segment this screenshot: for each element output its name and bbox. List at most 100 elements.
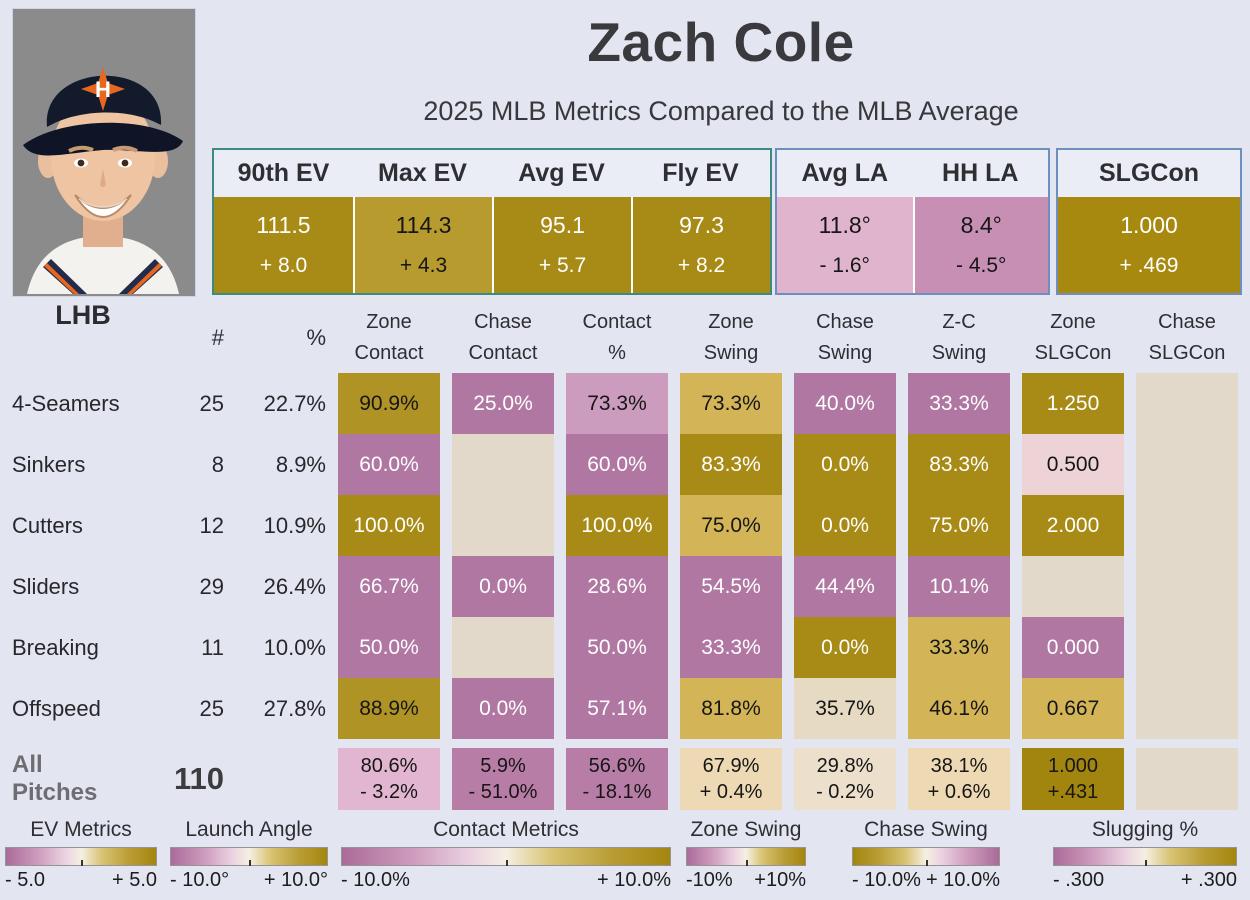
header-chase-contact: Chase Contact — [468, 311, 538, 364]
legend-min: - 10.0° — [170, 869, 230, 891]
cell-contact-pct[interactable]: 57.1% — [566, 678, 668, 739]
cell-zone-swing[interactable]: 83.3% — [680, 434, 782, 495]
total-cell-zone-swing[interactable]: 67.9% + 0.4% — [680, 748, 782, 810]
metric-vs-average: + 8.2 — [677, 254, 726, 277]
cell-zone-contact[interactable]: 66.7% — [338, 556, 440, 617]
legend-title: Launch Angle — [185, 818, 313, 841]
cell-chase-contact[interactable]: 0.0% — [452, 678, 554, 739]
legend-ev-metrics: EV Metrics - 5.0 + 5.0 — [5, 818, 157, 892]
cell-zc-swing[interactable]: 33.3% — [908, 617, 1010, 678]
cell-contact-pct[interactable]: 28.6% — [566, 556, 668, 617]
legend-gradient-bar[interactable] — [5, 847, 157, 866]
legend-max: + 10.0% — [597, 869, 671, 891]
cell-zone-slgcon[interactable]: 0.667 — [1022, 678, 1124, 739]
legend-gradient-bar[interactable] — [341, 847, 671, 866]
cell-zone-slgcon[interactable]: 0.000 — [1022, 617, 1124, 678]
cell-zc-swing[interactable]: 75.0% — [908, 495, 1010, 556]
metric-cell-90th-ev[interactable]: 111.5 + 8.0 — [214, 197, 353, 293]
cell-zone-swing[interactable]: 73.3% — [680, 373, 782, 434]
cell-chase-contact[interactable] — [452, 495, 554, 556]
metric-cell-max-ev[interactable]: 114.3 + 4.3 — [353, 197, 492, 293]
cell-zc-swing[interactable]: 46.1% — [908, 678, 1010, 739]
legend-gradient-bar[interactable] — [686, 847, 806, 866]
metric-vs-average: + .469 — [1119, 254, 1179, 277]
cell-chase-slgcon[interactable] — [1136, 495, 1238, 556]
header-usage-pct: % — [306, 325, 326, 350]
pitch-count: 12 — [199, 512, 224, 538]
summary-box-ev-metrics: 90th EV Max EV Avg EV Fly EV 111.5 + 8.0 114.3… — [212, 148, 772, 295]
metric-vs-average: + 5.7 — [538, 254, 587, 277]
total-vs-average: - 3.2% — [360, 781, 418, 803]
cell-contact-pct[interactable]: 100.0% — [566, 495, 668, 556]
cell-chase-contact[interactable]: 25.0% — [452, 373, 554, 434]
cell-zc-swing[interactable]: 10.1% — [908, 556, 1010, 617]
cell-contact-pct[interactable]: 50.0% — [566, 617, 668, 678]
metric-cell-avg-ev[interactable]: 95.1 + 5.7 — [492, 197, 631, 293]
legend-min: -10% — [686, 869, 733, 891]
cell-chase-slgcon[interactable] — [1136, 373, 1238, 434]
legend-gradient-bar[interactable] — [1053, 847, 1237, 866]
total-value: 5.9% — [480, 755, 526, 777]
cell-zone-contact[interactable]: 90.9% — [338, 373, 440, 434]
cell-zone-contact[interactable]: 100.0% — [338, 495, 440, 556]
cell-chase-swing[interactable]: 0.0% — [794, 495, 896, 556]
total-cell-zc-swing[interactable]: 38.1% + 0.6% — [908, 748, 1010, 810]
total-value: 1.000 — [1047, 755, 1099, 777]
total-cell-chase-slgcon[interactable] — [1136, 748, 1238, 810]
cell-zone-contact[interactable]: 88.9% — [338, 678, 440, 739]
cell-chase-slgcon[interactable] — [1136, 434, 1238, 495]
cell-zone-contact[interactable]: 60.0% — [338, 434, 440, 495]
cell-chase-contact[interactable] — [452, 617, 554, 678]
cell-zc-swing[interactable]: 33.3% — [908, 373, 1010, 434]
cell-chase-swing[interactable]: 0.0% — [794, 434, 896, 495]
total-vs-average: - 51.0% — [468, 781, 538, 803]
cell-chase-slgcon[interactable] — [1136, 617, 1238, 678]
cell-zone-swing[interactable]: 75.0% — [680, 495, 782, 556]
cell-contact-pct[interactable]: 73.3% — [566, 373, 668, 434]
cell-zone-contact[interactable]: 50.0% — [338, 617, 440, 678]
total-cell-chase-swing[interactable]: 29.8% - 0.2% — [794, 748, 896, 810]
cell-zone-slgcon[interactable]: 1.250 — [1022, 373, 1124, 434]
cell-zone-slgcon[interactable] — [1022, 556, 1124, 617]
metric-cell-fly-ev[interactable]: 97.3 + 8.2 — [631, 197, 770, 293]
legend-gradient-bar[interactable] — [852, 847, 1000, 866]
legend-title: Slugging % — [1091, 818, 1199, 841]
cell-zone-swing[interactable]: 54.5% — [680, 556, 782, 617]
legend-max: + 10.0° — [263, 869, 328, 891]
total-cell-zone-contact[interactable]: 80.6% - 3.2% — [338, 748, 440, 810]
metric-cell-slgcon[interactable]: 1.000 + .469 — [1058, 197, 1240, 293]
cell-zone-slgcon[interactable]: 2.000 — [1022, 495, 1124, 556]
cell-chase-swing[interactable]: 44.4% — [794, 556, 896, 617]
cell-chase-contact[interactable]: 0.0% — [452, 556, 554, 617]
cell-contact-pct[interactable]: 60.0% — [566, 434, 668, 495]
legend-min: - .300 — [1053, 869, 1105, 891]
metric-header-90th-ev: 90th EV — [237, 159, 330, 187]
pitch-label: 4-Seamers — [12, 390, 120, 416]
cell-chase-contact[interactable] — [452, 434, 554, 495]
total-cell-zone-slgcon[interactable]: 1.000 +.431 — [1022, 748, 1124, 810]
pitch-label: Sliders — [12, 573, 80, 599]
pitch-metrics-table: #% Zone Contact Chase Contact Contact% Zone Swi… — [0, 303, 1250, 810]
total-value: 80.6% — [360, 755, 418, 777]
cell-zc-swing[interactable]: 83.3% — [908, 434, 1010, 495]
legend-scale: - 10.0% + 10.0% — [341, 869, 671, 892]
cell-chase-swing[interactable]: 40.0% — [794, 373, 896, 434]
total-cell-chase-contact[interactable]: 5.9% - 51.0% — [452, 748, 554, 810]
page-subtitle: 2025 MLB Metrics Compared to the MLB Ave… — [423, 96, 1019, 126]
metric-cell-avg-la[interactable]: 11.8° - 1.6° — [777, 197, 913, 293]
cell-chase-slgcon[interactable] — [1136, 556, 1238, 617]
metric-value: 8.4° — [960, 212, 1002, 238]
cell-zone-swing[interactable]: 81.8% — [680, 678, 782, 739]
header-zone-slgcon: Zone SLGCon — [1034, 311, 1112, 364]
pitch-row-4-seamers: 4-Seamers 25 22.7% 90.9% 25.0% 73.3% 73.3% 40.0… — [0, 373, 1250, 434]
metric-vs-average: - 4.5° — [956, 254, 1007, 277]
legend-gradient-bar[interactable] — [170, 847, 328, 866]
legend-title: Contact Metrics — [433, 818, 579, 841]
cell-chase-slgcon[interactable] — [1136, 678, 1238, 739]
metric-cell-hh-la[interactable]: 8.4° - 4.5° — [912, 197, 1048, 293]
cell-chase-swing[interactable]: 0.0% — [794, 617, 896, 678]
cell-zone-slgcon[interactable]: 0.500 — [1022, 434, 1124, 495]
cell-chase-swing[interactable]: 35.7% — [794, 678, 896, 739]
cell-zone-swing[interactable]: 33.3% — [680, 617, 782, 678]
total-cell-contact-pct[interactable]: 56.6% - 18.1% — [566, 748, 668, 810]
